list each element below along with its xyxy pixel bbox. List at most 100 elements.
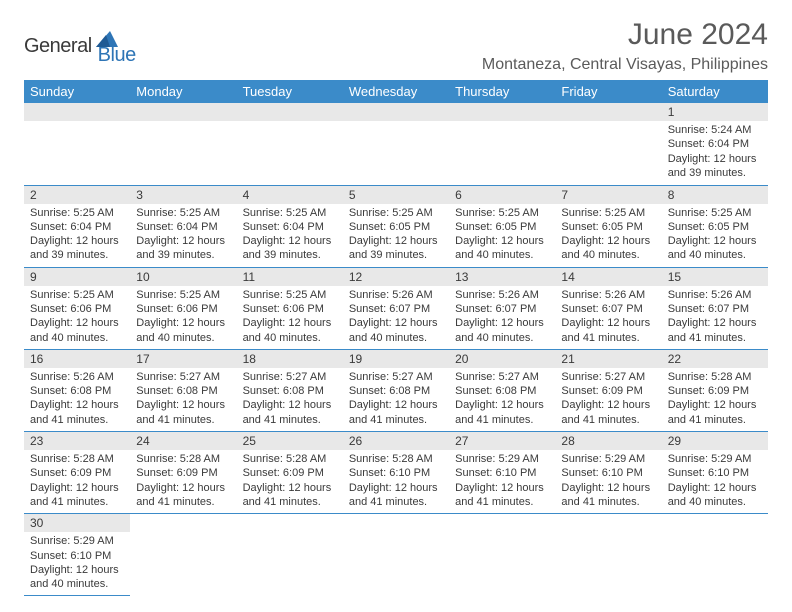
daylight-text: Daylight: 12 hours and 41 minutes. — [30, 398, 124, 427]
calendar-cell: 13Sunrise: 5:26 AMSunset: 6:07 PMDayligh… — [449, 267, 555, 349]
weekday-header: Tuesday — [237, 80, 343, 103]
day-details: Sunrise: 5:26 AMSunset: 6:07 PMDaylight:… — [662, 286, 768, 349]
day-details: Sunrise: 5:27 AMSunset: 6:08 PMDaylight:… — [237, 368, 343, 431]
calendar-cell: 1Sunrise: 5:24 AMSunset: 6:04 PMDaylight… — [662, 103, 768, 185]
day-details: Sunrise: 5:26 AMSunset: 6:08 PMDaylight:… — [24, 368, 130, 431]
logo-text-blue: Blue — [98, 44, 136, 67]
day-number: 4 — [237, 186, 343, 204]
calendar-cell: 26Sunrise: 5:28 AMSunset: 6:10 PMDayligh… — [343, 432, 449, 514]
day-number: 22 — [662, 350, 768, 368]
day-details: Sunrise: 5:26 AMSunset: 6:07 PMDaylight:… — [449, 286, 555, 349]
sunrise-text: Sunrise: 5:25 AM — [136, 206, 230, 220]
calendar-cell: 27Sunrise: 5:29 AMSunset: 6:10 PMDayligh… — [449, 432, 555, 514]
day-details: Sunrise: 5:28 AMSunset: 6:10 PMDaylight:… — [343, 450, 449, 513]
sunrise-text: Sunrise: 5:27 AM — [243, 370, 337, 384]
daylight-text: Daylight: 12 hours and 40 minutes. — [349, 316, 443, 345]
daylight-text: Daylight: 12 hours and 40 minutes. — [455, 316, 549, 345]
sunset-text: Sunset: 6:04 PM — [136, 220, 230, 234]
weekday-header: Thursday — [449, 80, 555, 103]
logo-text-general: General — [24, 35, 92, 58]
day-number: 24 — [130, 432, 236, 450]
day-number: 23 — [24, 432, 130, 450]
calendar-cell: 20Sunrise: 5:27 AMSunset: 6:08 PMDayligh… — [449, 349, 555, 431]
day-number: 21 — [555, 350, 661, 368]
day-number — [237, 514, 343, 518]
day-number — [555, 514, 661, 518]
daylight-text: Daylight: 12 hours and 40 minutes. — [561, 234, 655, 263]
sunset-text: Sunset: 6:10 PM — [455, 466, 549, 480]
day-details: Sunrise: 5:27 AMSunset: 6:08 PMDaylight:… — [130, 368, 236, 431]
day-details: Sunrise: 5:25 AMSunset: 6:05 PMDaylight:… — [449, 204, 555, 267]
day-number: 12 — [343, 268, 449, 286]
sunset-text: Sunset: 6:10 PM — [349, 466, 443, 480]
day-number: 16 — [24, 350, 130, 368]
sunrise-text: Sunrise: 5:29 AM — [668, 452, 762, 466]
day-number: 8 — [662, 186, 768, 204]
calendar-cell: 3Sunrise: 5:25 AMSunset: 6:04 PMDaylight… — [130, 185, 236, 267]
sunset-text: Sunset: 6:07 PM — [455, 302, 549, 316]
calendar-cell: 12Sunrise: 5:26 AMSunset: 6:07 PMDayligh… — [343, 267, 449, 349]
weekday-header: Sunday — [24, 80, 130, 103]
calendar-cell: 9Sunrise: 5:25 AMSunset: 6:06 PMDaylight… — [24, 267, 130, 349]
sunset-text: Sunset: 6:07 PM — [349, 302, 443, 316]
calendar-cell: 28Sunrise: 5:29 AMSunset: 6:10 PMDayligh… — [555, 432, 661, 514]
day-details: Sunrise: 5:27 AMSunset: 6:09 PMDaylight:… — [555, 368, 661, 431]
day-details: Sunrise: 5:28 AMSunset: 6:09 PMDaylight:… — [130, 450, 236, 513]
calendar-cell — [449, 103, 555, 185]
sunset-text: Sunset: 6:05 PM — [561, 220, 655, 234]
daylight-text: Daylight: 12 hours and 41 minutes. — [668, 398, 762, 427]
sunrise-text: Sunrise: 5:28 AM — [668, 370, 762, 384]
sunset-text: Sunset: 6:05 PM — [668, 220, 762, 234]
sunset-text: Sunset: 6:06 PM — [243, 302, 337, 316]
daylight-text: Daylight: 12 hours and 41 minutes. — [561, 481, 655, 510]
sunrise-text: Sunrise: 5:25 AM — [136, 288, 230, 302]
calendar-cell: 8Sunrise: 5:25 AMSunset: 6:05 PMDaylight… — [662, 185, 768, 267]
day-details: Sunrise: 5:25 AMSunset: 6:06 PMDaylight:… — [237, 286, 343, 349]
calendar-cell: 19Sunrise: 5:27 AMSunset: 6:08 PMDayligh… — [343, 349, 449, 431]
day-details: Sunrise: 5:28 AMSunset: 6:09 PMDaylight:… — [662, 368, 768, 431]
daylight-text: Daylight: 12 hours and 39 minutes. — [349, 234, 443, 263]
day-number: 5 — [343, 186, 449, 204]
day-number: 18 — [237, 350, 343, 368]
sunset-text: Sunset: 6:09 PM — [668, 384, 762, 398]
day-number: 15 — [662, 268, 768, 286]
daylight-text: Daylight: 12 hours and 40 minutes. — [30, 563, 124, 592]
day-number: 29 — [662, 432, 768, 450]
sunrise-text: Sunrise: 5:25 AM — [455, 206, 549, 220]
day-number: 11 — [237, 268, 343, 286]
sunrise-text: Sunrise: 5:25 AM — [243, 288, 337, 302]
sunrise-text: Sunrise: 5:28 AM — [349, 452, 443, 466]
day-number — [343, 514, 449, 518]
calendar-table: SundayMondayTuesdayWednesdayThursdayFrid… — [24, 80, 768, 596]
calendar-cell — [449, 514, 555, 596]
calendar-cell: 30Sunrise: 5:29 AMSunset: 6:10 PMDayligh… — [24, 514, 130, 596]
day-details: Sunrise: 5:29 AMSunset: 6:10 PMDaylight:… — [449, 450, 555, 513]
calendar-cell: 22Sunrise: 5:28 AMSunset: 6:09 PMDayligh… — [662, 349, 768, 431]
calendar-cell: 14Sunrise: 5:26 AMSunset: 6:07 PMDayligh… — [555, 267, 661, 349]
daylight-text: Daylight: 12 hours and 41 minutes. — [561, 316, 655, 345]
daylight-text: Daylight: 12 hours and 41 minutes. — [243, 481, 337, 510]
daylight-text: Daylight: 12 hours and 41 minutes. — [561, 398, 655, 427]
daylight-text: Daylight: 12 hours and 39 minutes. — [243, 234, 337, 263]
calendar-cell — [24, 103, 130, 185]
calendar-cell — [343, 103, 449, 185]
daylight-text: Daylight: 12 hours and 39 minutes. — [136, 234, 230, 263]
weekday-header: Friday — [555, 80, 661, 103]
day-number: 28 — [555, 432, 661, 450]
weekday-header: Saturday — [662, 80, 768, 103]
calendar-cell: 24Sunrise: 5:28 AMSunset: 6:09 PMDayligh… — [130, 432, 236, 514]
day-number: 1 — [662, 103, 768, 121]
daylight-text: Daylight: 12 hours and 40 minutes. — [243, 316, 337, 345]
day-details: Sunrise: 5:29 AMSunset: 6:10 PMDaylight:… — [555, 450, 661, 513]
day-details: Sunrise: 5:25 AMSunset: 6:05 PMDaylight:… — [343, 204, 449, 267]
sunrise-text: Sunrise: 5:26 AM — [561, 288, 655, 302]
logo: General Blue — [24, 26, 136, 67]
daylight-text: Daylight: 12 hours and 41 minutes. — [668, 316, 762, 345]
calendar-cell: 4Sunrise: 5:25 AMSunset: 6:04 PMDaylight… — [237, 185, 343, 267]
sunset-text: Sunset: 6:08 PM — [349, 384, 443, 398]
day-number: 13 — [449, 268, 555, 286]
sunrise-text: Sunrise: 5:25 AM — [668, 206, 762, 220]
daylight-text: Daylight: 12 hours and 41 minutes. — [455, 481, 549, 510]
day-number — [130, 514, 236, 518]
day-details: Sunrise: 5:29 AMSunset: 6:10 PMDaylight:… — [24, 532, 130, 595]
